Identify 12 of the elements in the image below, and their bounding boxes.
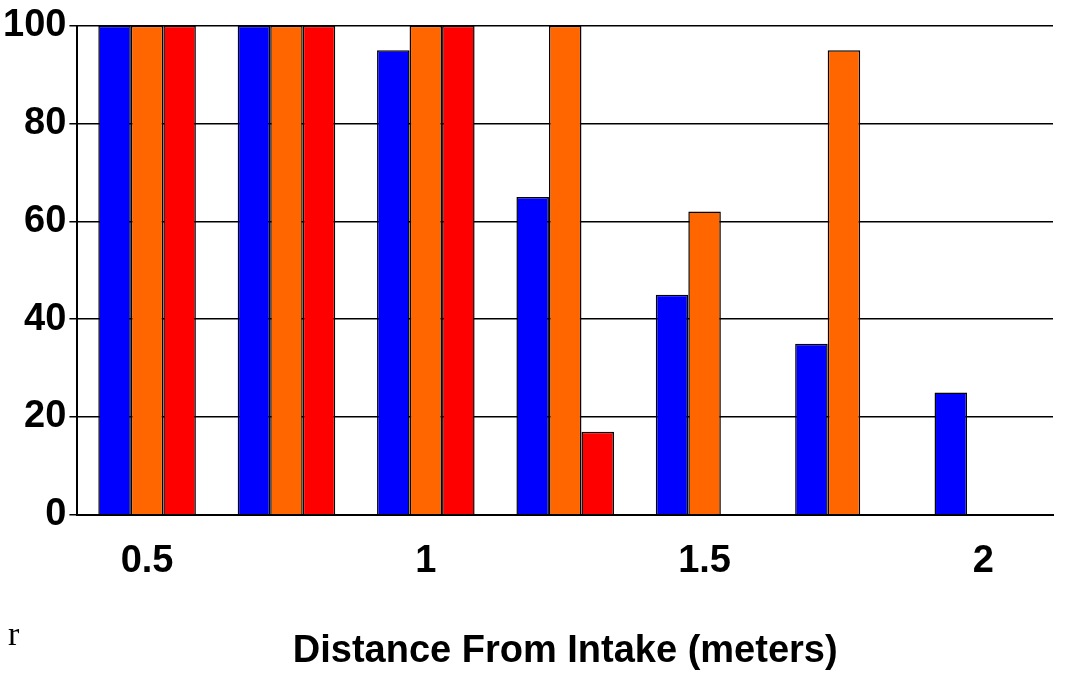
y-tick-label: 40 (24, 295, 67, 338)
y-tick-label: 100 (3, 2, 67, 45)
y-tick-label: 80 (24, 100, 67, 143)
x-tick-label: 0.5 (120, 538, 174, 581)
text: r (8, 615, 20, 652)
x-tick-label: 1.5 (678, 538, 731, 581)
x-tick-label: 1 (415, 538, 437, 581)
y-tick-label: 0 (45, 491, 67, 534)
y-tick-label: 60 (24, 197, 67, 240)
y-tick-label: 20 (24, 393, 67, 436)
x-axis-title: Distance From Intake (meters) (292, 627, 838, 670)
x-tick-label: 2 (972, 538, 994, 581)
